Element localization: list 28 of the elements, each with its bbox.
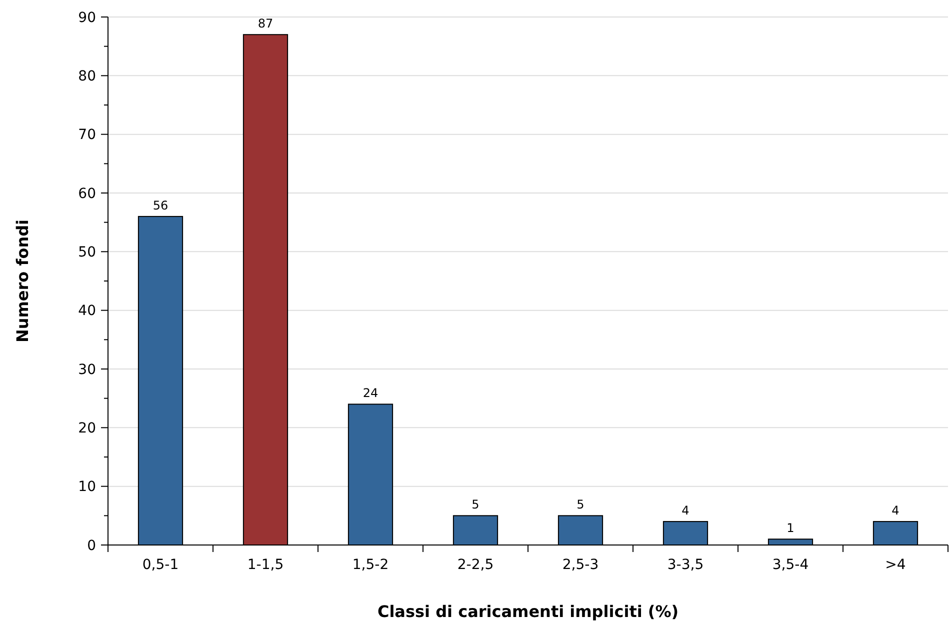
x-tick-label: 1-1,5 xyxy=(247,557,284,573)
y-tick-label: 80 xyxy=(78,68,96,85)
x-axis-title: Classi di caricamenti impliciti (%) xyxy=(377,602,679,621)
y-tick-label: 0 xyxy=(87,538,96,554)
data-label: 4 xyxy=(892,504,900,518)
data-label: 5 xyxy=(576,498,584,512)
data-label: 87 xyxy=(258,16,274,31)
y-tick-label: 60 xyxy=(78,186,96,202)
y-tick-label: 90 xyxy=(78,10,96,26)
y-tick-label: 50 xyxy=(78,244,96,261)
data-label: 4 xyxy=(682,504,690,518)
data-label: 1 xyxy=(786,521,794,536)
y-axis-title: Numero fondi xyxy=(13,219,32,343)
x-tick-label: 1,5-2 xyxy=(352,557,389,573)
y-tick-label: 10 xyxy=(78,479,96,496)
data-label: 56 xyxy=(152,198,168,212)
x-tick-label: 2-2,5 xyxy=(457,557,494,573)
y-tick-label: 40 xyxy=(78,303,96,320)
x-tick-label: 3-3,5 xyxy=(667,557,704,573)
x-tick-label: 2,5-3 xyxy=(562,557,599,573)
x-tick-label: 3,5-4 xyxy=(772,557,809,573)
x-tick-label: >4 xyxy=(885,557,906,573)
data-label: 5 xyxy=(472,498,480,512)
y-tick-label: 30 xyxy=(78,362,96,378)
y-tick-label: 20 xyxy=(78,420,96,437)
data-label: 24 xyxy=(362,386,378,400)
y-tick-label: 70 xyxy=(78,127,96,144)
x-tick-label: 0,5-1 xyxy=(142,557,179,573)
